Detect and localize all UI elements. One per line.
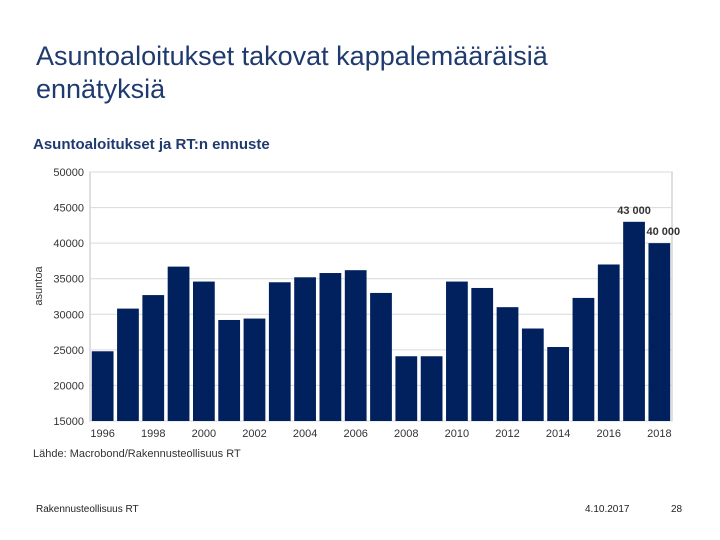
y-tick-label: 40000 — [53, 238, 84, 250]
bar-1999 — [167, 266, 190, 421]
page-number: 28 — [671, 504, 683, 515]
x-axis-ticks: 1996 1998 2000 2002 2004 2006 2008 2010 2012 2014… — [90, 428, 671, 440]
y-tick-label: 15000 — [53, 416, 84, 428]
chart-title: Asuntoaloitukset ja RT:n ennuste — [33, 136, 270, 153]
x-tick-label: 2018 — [647, 428, 671, 440]
chart-container: Asuntoaloitukset ja RT:n ennuste 43 000 4… — [30, 134, 680, 464]
y-tick-label: 25000 — [53, 345, 84, 357]
x-tick-label: 2012 — [495, 428, 519, 440]
data-label-2018: 40 000 — [646, 226, 680, 238]
bar-2015 — [572, 297, 595, 421]
bar-2006 — [344, 270, 367, 421]
bar-2000 — [192, 281, 215, 421]
bar-2017 — [623, 221, 645, 421]
bar-1998 — [142, 295, 165, 421]
x-tick-label: 2002 — [242, 428, 266, 440]
x-tick-label: 1996 — [90, 428, 114, 440]
data-label-2017: 43 000 — [617, 205, 651, 217]
bar-2008 — [395, 356, 418, 421]
x-tick-label: 2010 — [445, 428, 469, 440]
bar-2016 — [597, 264, 620, 421]
y-tick-label: 35000 — [53, 274, 84, 286]
x-tick-label: 2000 — [192, 428, 216, 440]
bar-2005 — [319, 273, 342, 421]
bar-2018 — [648, 243, 671, 421]
bar-2014 — [547, 347, 570, 421]
bar-2010 — [446, 281, 468, 421]
bar-1996 — [91, 351, 114, 421]
bar-chart: 43 000 40 000 15000 20000 25000 30000 35000 40… — [33, 167, 680, 440]
bar-series — [91, 221, 671, 421]
y-axis-label: asuntoa — [33, 266, 45, 306]
y-tick-label: 45000 — [53, 203, 84, 215]
chart-source: Lähde: Macrobond/Rakennusteollisuus RT — [33, 448, 241, 460]
y-tick-label: 20000 — [53, 380, 84, 392]
x-tick-label: 2004 — [293, 428, 317, 440]
y-axis-ticks: 15000 20000 25000 30000 35000 40000 45000 50000 — [53, 167, 84, 428]
bar-2003 — [268, 282, 291, 421]
data-labels: 43 000 40 000 — [617, 205, 680, 238]
x-tick-label: 2006 — [343, 428, 367, 440]
bar-2012 — [496, 307, 519, 421]
bar-2004 — [294, 277, 316, 421]
bar-2007 — [370, 292, 392, 421]
bar-2011 — [471, 287, 494, 421]
x-tick-label: 2014 — [546, 428, 570, 440]
footer-date: 4.10.2017 — [585, 504, 630, 515]
slide-title: Asuntoaloitukset takovat kappalemääräisi… — [36, 41, 548, 104]
x-tick-label: 2016 — [596, 428, 620, 440]
x-tick-label: 2008 — [394, 428, 418, 440]
bar-2002 — [243, 318, 266, 421]
y-tick-label: 50000 — [53, 167, 84, 179]
bar-2009 — [420, 356, 443, 421]
bar-1997 — [117, 308, 139, 421]
footer-organization: Rakennusteollisuus RT — [36, 504, 139, 515]
bar-2013 — [521, 328, 544, 421]
x-tick-label: 1998 — [141, 428, 165, 440]
y-tick-label: 30000 — [53, 309, 84, 321]
bar-2001 — [218, 319, 241, 421]
